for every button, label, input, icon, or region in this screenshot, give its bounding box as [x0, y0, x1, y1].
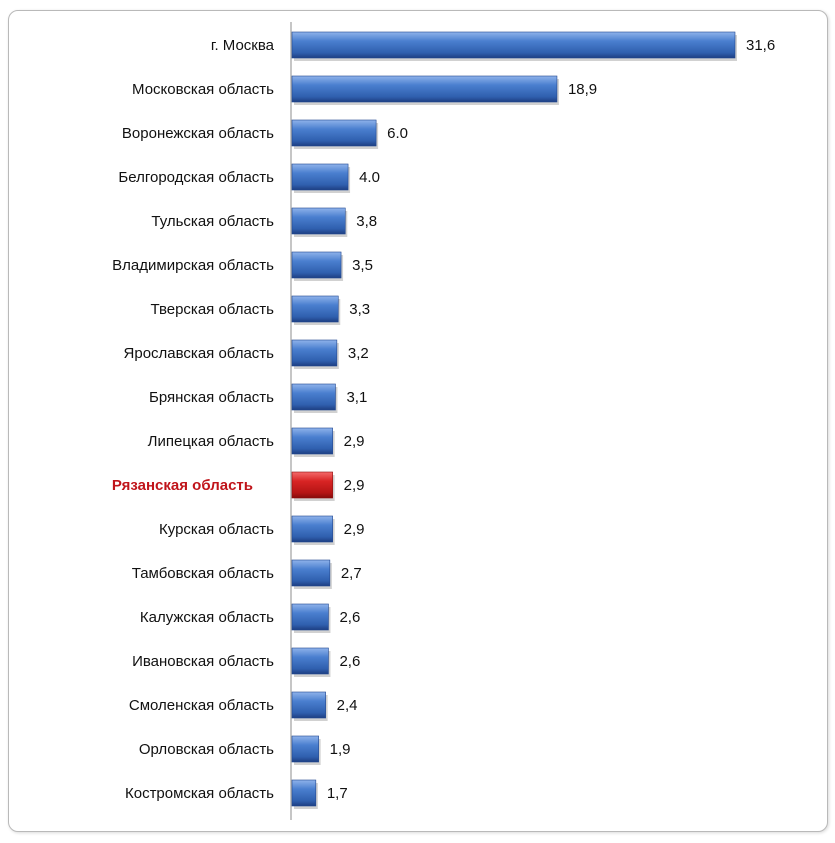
bar [291, 75, 558, 103]
category-label: Смоленская область [129, 697, 274, 714]
chart-frame [8, 10, 828, 832]
category-label: Курская область [159, 521, 274, 538]
bar [291, 207, 346, 235]
bar [291, 559, 331, 587]
value-label: 6.0 [387, 125, 408, 142]
category-label: г. Москва [211, 37, 275, 54]
bar [291, 339, 338, 367]
category-label: Орловская область [139, 741, 274, 758]
value-label: 2,9 [344, 433, 365, 450]
plot-area: г. Москва 31,6 Московская область 18,9 Ворон… [112, 31, 775, 809]
category-label: Владимирская область [112, 257, 274, 274]
bar [291, 647, 329, 675]
value-label: 18,9 [568, 81, 597, 98]
bar [291, 383, 336, 411]
value-label: 1,9 [330, 741, 351, 758]
bar [291, 427, 333, 455]
bar [291, 735, 319, 763]
value-label: 3,2 [348, 345, 369, 362]
category-label: Ярославская область [124, 345, 275, 362]
category-label: Белгородская область [118, 169, 274, 186]
category-label: Тверская область [150, 301, 274, 318]
value-label: 3,5 [352, 257, 373, 274]
category-label: Брянская область [149, 389, 274, 406]
value-label: 2,9 [344, 477, 365, 494]
category-label: Липецкая область [148, 433, 275, 450]
category-label: Тульская область [151, 213, 274, 230]
bar [291, 295, 339, 323]
category-label: Рязанская область [112, 477, 253, 494]
bar [291, 603, 329, 631]
category-label: Воронежская область [122, 125, 274, 142]
category-label: Московская область [132, 81, 274, 98]
value-label: 2,6 [339, 609, 360, 626]
bar [291, 119, 377, 147]
value-label: 4.0 [359, 169, 380, 186]
bar [291, 691, 326, 719]
bar [291, 163, 349, 191]
value-label: 3,8 [356, 213, 377, 230]
bar-highlighted [291, 471, 333, 499]
category-label: Тамбовская область [132, 565, 274, 582]
bar [291, 779, 317, 807]
value-label: 2,6 [339, 653, 360, 670]
value-label: 3,3 [349, 301, 370, 318]
value-label: 3,1 [346, 389, 367, 406]
category-label: Ивановская область [132, 653, 274, 670]
category-label: Костромская область [125, 785, 274, 802]
category-label: Калужская область [140, 609, 274, 626]
value-label: 2,4 [337, 697, 358, 714]
value-label: 31,6 [746, 37, 775, 54]
bar [291, 251, 342, 279]
value-label: 2,9 [344, 521, 365, 538]
value-label: 1,7 [327, 785, 348, 802]
bar [291, 515, 333, 543]
value-label: 2,7 [341, 565, 362, 582]
bar [291, 31, 736, 59]
